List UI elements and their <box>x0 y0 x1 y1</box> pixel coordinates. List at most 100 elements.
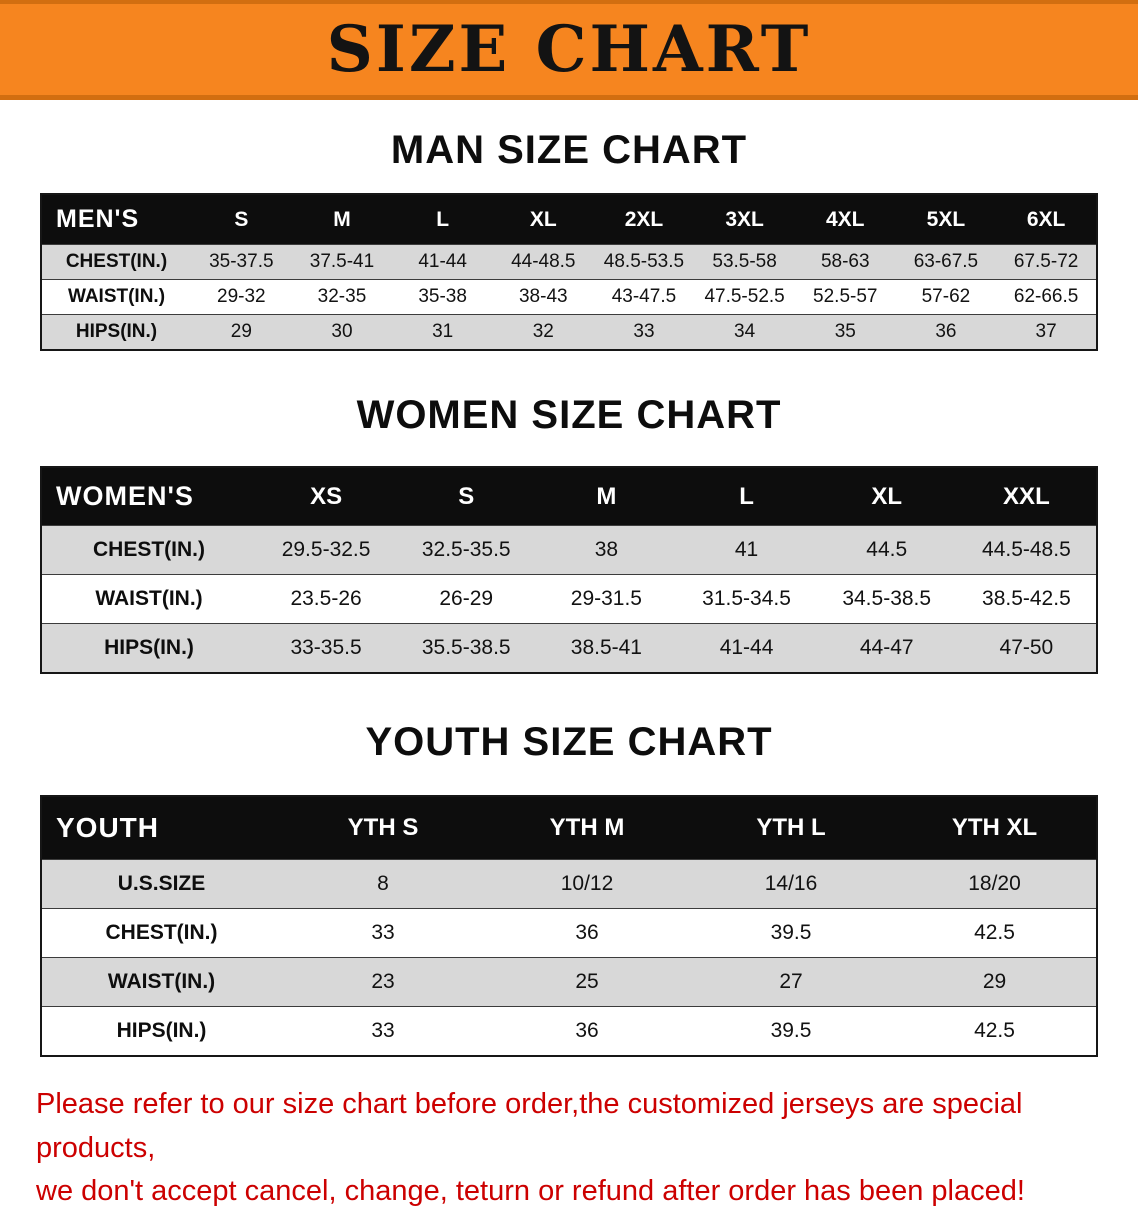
women-section-heading: WOMEN SIZE CHART <box>356 393 782 437</box>
youth-section-heading: YOUTH SIZE CHART <box>365 720 773 764</box>
row-label: WAIST(IN.) <box>95 587 203 610</box>
table-header-row: YOUTH YTH S YTH M YTH L YTH XL <box>41 796 1097 860</box>
size-value-cell: 38-43 <box>518 286 568 307</box>
size-column-header: S <box>458 482 475 510</box>
row-label: CHEST(IN.) <box>65 251 168 272</box>
size-value-cell: 29 <box>230 321 252 342</box>
size-value-cell: 58-63 <box>820 251 870 272</box>
size-value-cell: 29-31.5 <box>570 587 642 610</box>
table-row: CHEST(IN.) 33 36 39.5 42.5 <box>41 908 1097 958</box>
size-column-header: XXL <box>1003 482 1050 510</box>
size-value-cell: 36 <box>935 321 957 342</box>
size-column-header: YTH M <box>549 814 625 841</box>
size-column-header: 3XL <box>725 207 764 231</box>
size-column-header: YTH L <box>756 814 826 841</box>
table-corner-label: YOUTH <box>56 812 159 843</box>
table-row: CHEST(IN.) 35-37.5 37.5-41 41-44 44-48.5 48.5… <box>41 244 1097 280</box>
size-value-cell: 41 <box>734 538 759 561</box>
size-value-cell: 18/20 <box>968 872 1021 895</box>
row-label: WAIST(IN.) <box>107 970 216 993</box>
men-size-table: MEN'S S M L XL 2XL 3XL 4XL 5XL 6XL CHEST(IN.) 35-37… <box>40 193 1098 351</box>
table-row: CHEST(IN.) 29.5-32.5 32.5-35.5 38 41 44.5 44.5… <box>41 525 1097 575</box>
table-row: HIPS(IN.) 33 36 39.5 42.5 <box>41 1006 1097 1056</box>
size-value-cell: 29-32 <box>217 286 266 307</box>
size-value-cell: 33 <box>371 1019 395 1042</box>
size-value-cell: 47-50 <box>999 636 1054 659</box>
size-value-cell: 36 <box>575 1019 599 1042</box>
size-column-header: 5XL <box>926 207 966 231</box>
size-value-cell: 35-38 <box>418 286 467 307</box>
row-label: HIPS(IN.) <box>116 1019 207 1042</box>
size-value-cell: 44.5 <box>866 538 908 561</box>
size-value-cell: 32 <box>532 321 554 342</box>
row-label: U.S.SIZE <box>117 872 206 895</box>
size-value-cell: 39.5 <box>770 1019 812 1042</box>
table-header-row: WOMEN'S XS S M L XL XXL <box>41 467 1097 526</box>
size-value-cell: 34 <box>734 321 756 342</box>
table-corner-label: WOMEN'S <box>56 481 194 511</box>
size-value-cell: 34.5-38.5 <box>842 587 932 610</box>
table-row: WAIST(IN.) 23.5-26 26-29 29-31.5 31.5-34.5 34… <box>41 574 1097 624</box>
row-label: HIPS(IN.) <box>104 636 194 659</box>
size-column-header: 2XL <box>624 207 664 231</box>
table-row: HIPS(IN.) 29 30 31 32 33 34 35 36 37 <box>41 314 1097 350</box>
women-size-table: WOMEN'S XS S M L XL XXL CHEST(IN.) 29.5-32.5 32.5… <box>40 466 1098 674</box>
size-value-cell: 62-66.5 <box>1013 286 1079 307</box>
size-value-cell: 35-37.5 <box>209 251 274 272</box>
size-value-cell: 8 <box>377 872 389 895</box>
table-row: HIPS(IN.) 33-35.5 35.5-38.5 38.5-41 41-44 44-… <box>41 623 1097 673</box>
footer-note-line2: we don't accept cancel, change, teturn o… <box>36 1175 1025 1207</box>
size-column-header: L <box>739 482 754 510</box>
size-value-cell: 37.5-41 <box>309 251 375 272</box>
size-value-cell: 47.5-52.5 <box>704 286 785 307</box>
size-column-header: YTH S <box>347 814 419 841</box>
size-value-cell: 32-35 <box>317 286 367 307</box>
banner: SIZE CHART <box>0 0 1138 100</box>
size-value-cell: 23 <box>371 970 395 993</box>
size-value-cell: 25 <box>575 970 599 993</box>
size-value-cell: 29.5-32.5 <box>281 538 371 561</box>
size-value-cell: 33-35.5 <box>290 636 362 659</box>
size-value-cell: 42.5 <box>974 1019 1015 1042</box>
size-value-cell: 32.5-35.5 <box>421 538 511 561</box>
size-value-cell: 31 <box>432 321 454 342</box>
size-value-cell: 35.5-38.5 <box>421 636 511 659</box>
size-value-cell: 38.5-41 <box>570 636 642 659</box>
size-column-header: 6XL <box>1026 207 1066 231</box>
size-value-cell: 30 <box>331 321 353 342</box>
size-column-header: L <box>436 207 450 231</box>
size-column-header: M <box>596 482 617 510</box>
size-value-cell: 31.5-34.5 <box>702 587 791 610</box>
footer-note-line1: Please refer to our size chart before or… <box>36 1088 1023 1164</box>
size-value-cell: 26-29 <box>439 587 494 610</box>
row-label: HIPS(IN.) <box>75 321 158 342</box>
size-value-cell: 44.5-48.5 <box>982 538 1071 561</box>
size-value-cell: 38.5-42.5 <box>982 587 1071 610</box>
size-value-cell: 35 <box>834 321 856 342</box>
size-value-cell: 48.5-53.5 <box>603 251 685 272</box>
size-value-cell: 52.5-57 <box>813 286 878 307</box>
size-value-cell: 42.5 <box>974 921 1015 944</box>
size-value-cell: 10/12 <box>560 872 614 895</box>
table-corner-label: MEN'S <box>56 205 140 233</box>
size-column-header: S <box>234 207 249 231</box>
size-value-cell: 37 <box>1035 321 1057 342</box>
size-value-cell: 53.5-58 <box>712 251 777 272</box>
size-value-cell: 33 <box>633 321 655 342</box>
size-column-header: XL <box>871 482 903 510</box>
size-value-cell: 29 <box>982 970 1007 993</box>
size-value-cell: 63-67.5 <box>913 251 979 272</box>
size-value-cell: 38 <box>594 538 619 561</box>
table-row: WAIST(IN.) 29-32 32-35 35-38 38-43 43-47.5 47.… <box>41 279 1097 315</box>
table-row: U.S.SIZE 8 10/12 14/16 18/20 <box>41 859 1097 909</box>
row-label: WAIST(IN.) <box>67 286 166 307</box>
size-value-cell: 57-62 <box>921 286 971 307</box>
size-column-header: 4XL <box>826 207 865 231</box>
size-value-cell: 33 <box>371 921 395 944</box>
size-column-header: XS <box>310 482 343 510</box>
size-value-cell: 14/16 <box>764 872 818 895</box>
footer-note: Please refer to our size chart before or… <box>0 1083 1138 1228</box>
size-column-header: M <box>333 207 351 231</box>
youth-size-table: YOUTH YTH S YTH M YTH L YTH XL U.S.SIZE 8 10/12… <box>40 795 1098 1057</box>
